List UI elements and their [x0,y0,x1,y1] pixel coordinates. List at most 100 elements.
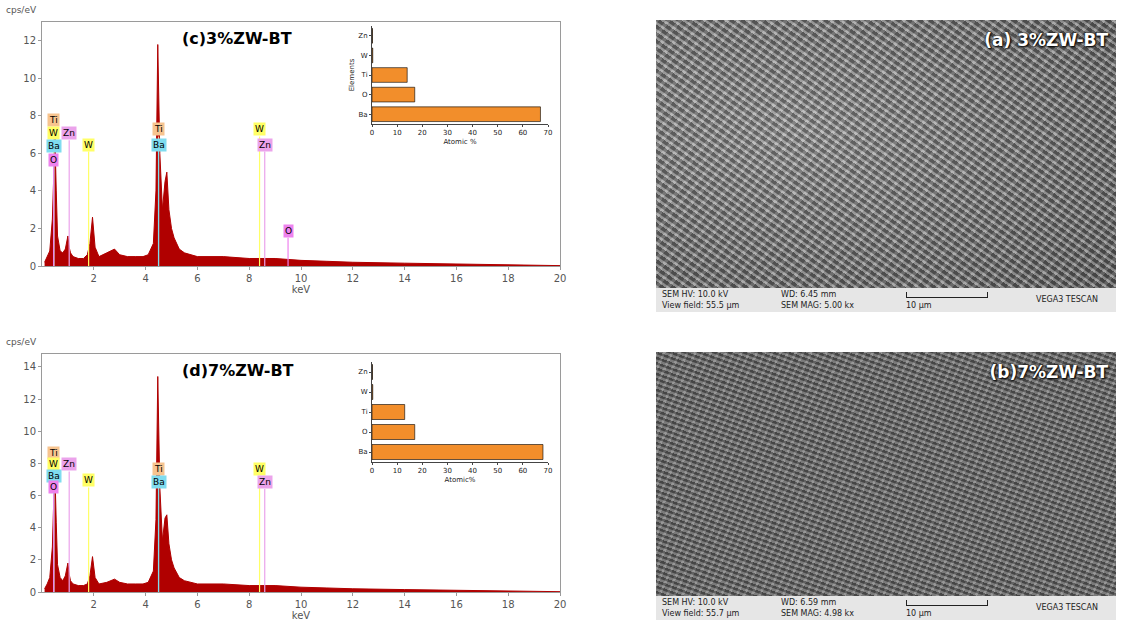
svg-text:10: 10 [23,426,36,437]
svg-text:(d)7%ZW-BT: (d)7%ZW-BT [182,361,294,380]
svg-text:Ba: Ba [48,471,60,481]
svg-text:10: 10 [393,467,402,475]
svg-text:12: 12 [346,599,359,610]
svg-text:W: W [49,459,58,469]
html-text:WD: 6.45 mm: WD: 6.45 mm [781,290,837,299]
svg-text:(c)3%ZW-BT: (c)3%ZW-BT [182,29,292,48]
svg-text:14: 14 [398,273,411,284]
svg-text:W: W [84,140,93,150]
svg-text:6: 6 [30,490,36,501]
svg-text:cps/eV: cps/eV [6,337,37,347]
html-text:SEM HV: 10.0 kV: SEM HV: 10.0 kV [662,598,729,607]
svg-text:50: 50 [493,129,502,137]
svg-text:4: 4 [142,273,148,284]
svg-text:8: 8 [246,599,252,610]
svg-text:20: 20 [554,273,567,284]
svg-text:6: 6 [194,599,200,610]
svg-text:Ba: Ba [153,477,165,487]
svg-text:10: 10 [393,129,402,137]
html-text:SEM MAG: 5.00 kx: SEM MAG: 5.00 kx [781,301,854,310]
svg-text:Ti: Ti [49,115,58,125]
svg-text:Zn: Zn [358,368,367,376]
svg-text:Ba: Ba [359,448,368,456]
svg-text:Ti: Ti [154,464,163,474]
svg-text:O: O [362,428,368,436]
svg-text:12: 12 [23,35,36,46]
svg-text:O: O [50,155,57,165]
svg-text:W: W [361,52,368,60]
svg-text:Ti: Ti [154,124,163,134]
svg-text:Zn: Zn [259,140,271,150]
html-text:VEGA3 TESCAN: VEGA3 TESCAN [1036,295,1098,304]
svg-text:W: W [255,464,264,474]
svg-text:Zn: Zn [259,477,271,487]
svg-text:6: 6 [194,273,200,284]
svg-text:Elements: Elements [348,58,356,91]
svg-text:6: 6 [30,148,36,159]
svg-text:O: O [50,482,57,492]
svg-text:O: O [285,226,292,236]
svg-text:18: 18 [502,273,515,284]
svg-text:20: 20 [554,599,567,610]
svg-text:Ti: Ti [49,448,58,458]
svg-text:10: 10 [295,599,308,610]
svg-text:60: 60 [518,467,527,475]
html-text:SEM HV: 10.0 kV: SEM HV: 10.0 kV [662,290,729,299]
svg-text:20: 20 [418,467,427,475]
svg-text:0: 0 [30,261,36,272]
svg-text:Zn: Zn [63,128,75,138]
svg-text:10: 10 [23,73,36,84]
svg-text:20: 20 [418,129,427,137]
svg-text:16: 16 [450,599,463,610]
svg-text:18: 18 [502,599,515,610]
svg-text:4: 4 [30,185,36,196]
svg-text:0: 0 [30,587,36,598]
svg-text:2: 2 [91,273,97,284]
svg-text:Atomic %: Atomic % [443,138,477,146]
svg-text:Ba: Ba [359,111,368,119]
html-text:(a) 3%ZW-BT: (a) 3%ZW-BT [984,30,1108,50]
svg-text:W: W [49,128,58,138]
svg-text:8: 8 [30,110,36,121]
svg-text:keV: keV [292,284,311,295]
svg-text:2: 2 [91,599,97,610]
svg-text:2: 2 [30,554,36,565]
svg-text:8: 8 [246,273,252,284]
svg-text:40: 40 [468,467,477,475]
svg-text:4: 4 [30,522,36,533]
svg-text:Ti: Ti [361,71,368,79]
svg-text:cps/eV: cps/eV [6,5,37,15]
svg-text:0: 0 [370,129,374,137]
svg-text:W: W [361,388,368,396]
html-text:(b)7%ZW-BT: (b)7%ZW-BT [989,362,1108,382]
svg-text:30: 30 [443,467,452,475]
svg-text:Ba: Ba [153,140,165,150]
svg-text:10: 10 [295,273,308,284]
svg-text:0: 0 [370,467,374,475]
svg-text:70: 70 [544,129,553,137]
svg-text:keV: keV [292,610,311,621]
svg-text:Zn: Zn [63,459,75,469]
svg-text:14: 14 [398,599,411,610]
svg-text:2: 2 [30,223,36,234]
html-text:10 μm: 10 μm [906,301,932,310]
svg-text:16: 16 [450,273,463,284]
svg-text:W: W [255,124,264,134]
svg-text:50: 50 [493,467,502,475]
svg-text:8: 8 [30,458,36,469]
svg-text:4: 4 [142,599,148,610]
svg-text:12: 12 [346,273,359,284]
svg-text:60: 60 [518,129,527,137]
svg-text:Ba: Ba [48,141,60,151]
svg-text:30: 30 [443,129,452,137]
svg-text:Zn: Zn [358,32,367,40]
svg-text:70: 70 [544,467,553,475]
svg-text:W: W [84,475,93,485]
svg-text:14: 14 [23,361,36,372]
svg-text:Atomic%: Atomic% [445,476,476,484]
svg-text:40: 40 [468,129,477,137]
svg-text:Ti: Ti [361,408,368,416]
svg-text:O: O [362,91,368,99]
html-text:View field: 55.5 μm: View field: 55.5 μm [662,301,740,310]
svg-text:12: 12 [23,394,36,405]
